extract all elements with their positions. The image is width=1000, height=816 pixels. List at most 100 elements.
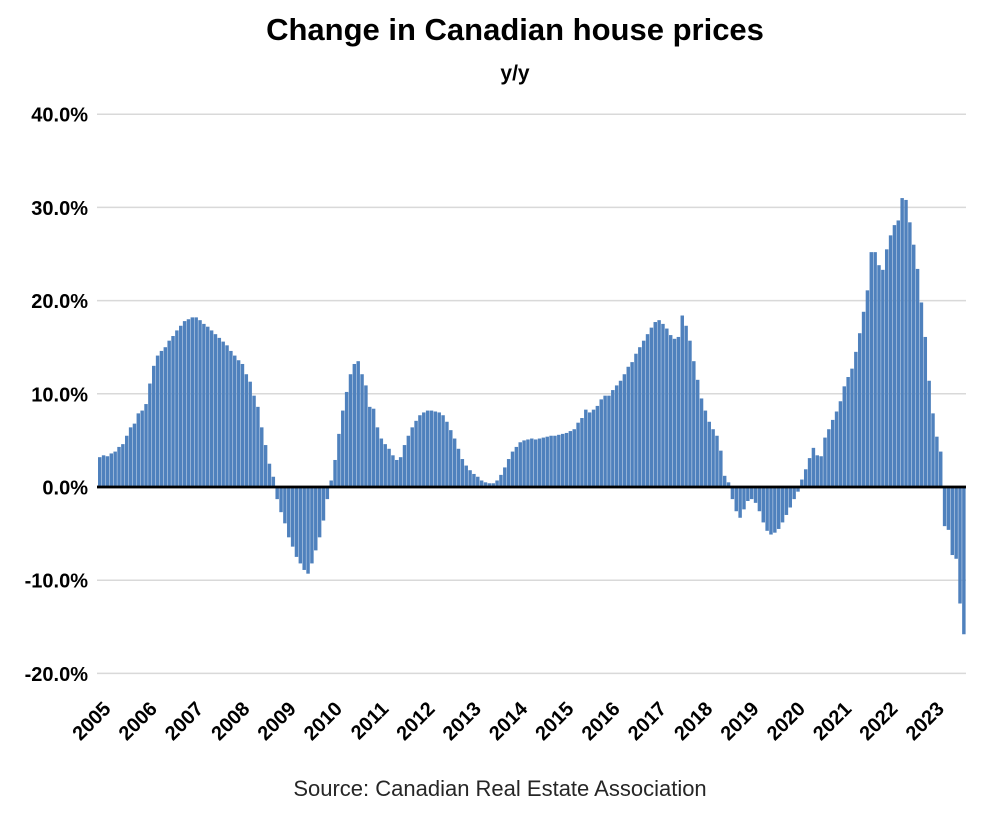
bar xyxy=(337,433,341,487)
bar xyxy=(125,435,129,487)
zero-axis-line xyxy=(97,485,966,489)
bar xyxy=(676,336,681,487)
bar xyxy=(537,438,542,487)
bar xyxy=(221,341,225,487)
bar xyxy=(483,482,488,487)
bar xyxy=(803,469,808,487)
bar xyxy=(263,445,268,487)
bar xyxy=(711,429,715,487)
bar xyxy=(923,336,928,487)
bar xyxy=(560,433,565,487)
x-axis-tick-label: 2017 xyxy=(624,698,671,745)
bar xyxy=(857,333,862,487)
bar xyxy=(931,413,935,487)
bar xyxy=(395,459,399,487)
bar xyxy=(692,361,696,487)
bar xyxy=(402,445,407,487)
bar xyxy=(757,487,762,512)
bar xyxy=(807,458,812,487)
bar xyxy=(275,487,279,500)
bar xyxy=(101,455,106,487)
bar xyxy=(695,379,700,487)
bar xyxy=(611,390,615,487)
bar xyxy=(341,410,345,487)
bar xyxy=(449,430,453,487)
x-axis-tick-label: 2022 xyxy=(855,698,902,745)
bar xyxy=(688,340,692,487)
bar xyxy=(726,482,731,487)
y-axis-tick-label: 30.0% xyxy=(31,198,88,220)
bar xyxy=(468,470,472,487)
bar xyxy=(557,434,561,487)
bar xyxy=(406,435,411,487)
bar xyxy=(954,487,958,559)
bar xyxy=(753,487,758,503)
bar xyxy=(591,409,596,487)
bar xyxy=(715,435,719,487)
bar xyxy=(302,487,306,570)
bar xyxy=(796,487,800,492)
x-axis-tick-label: 2005 xyxy=(68,698,115,745)
source-caption: Source: Canadian Real Estate Association xyxy=(293,776,707,801)
bar xyxy=(437,412,441,487)
bar xyxy=(684,325,688,487)
bar xyxy=(352,363,357,487)
bar xyxy=(360,374,364,487)
bar xyxy=(761,487,765,523)
bar xyxy=(152,365,156,487)
bar xyxy=(599,399,603,487)
bar xyxy=(510,451,515,487)
x-axis-tick-label: 2010 xyxy=(300,698,347,745)
bar xyxy=(487,483,492,487)
x-axis-tick-label: 2023 xyxy=(902,698,949,745)
bar xyxy=(229,350,233,487)
bar xyxy=(792,487,796,500)
y-axis-tick-label: 40.0% xyxy=(31,105,88,127)
bar xyxy=(533,439,538,487)
bar xyxy=(144,404,148,487)
bar xyxy=(568,431,573,487)
bar xyxy=(333,459,337,487)
bar xyxy=(290,487,295,547)
bar xyxy=(657,320,661,487)
bar xyxy=(479,480,484,487)
bar xyxy=(942,487,947,527)
x-axis-tick-label: 2008 xyxy=(207,698,254,745)
bar xyxy=(186,319,191,487)
bar xyxy=(815,455,820,487)
bar xyxy=(776,487,781,529)
bar xyxy=(823,437,827,487)
bar xyxy=(364,385,368,487)
bar xyxy=(734,487,738,512)
bar xyxy=(522,440,526,487)
bar xyxy=(445,421,449,487)
bar xyxy=(429,410,434,487)
bar xyxy=(518,442,522,487)
bar xyxy=(649,327,654,487)
bar xyxy=(256,406,260,487)
bar xyxy=(576,422,580,487)
bar xyxy=(252,395,256,487)
y-axis-tick-label: 0.0% xyxy=(42,478,88,500)
bar xyxy=(244,374,249,487)
bar xyxy=(819,456,823,487)
bar xyxy=(884,249,889,487)
bar xyxy=(175,330,179,487)
bar xyxy=(105,456,110,487)
bar xyxy=(719,450,723,487)
bar xyxy=(626,366,630,487)
bar xyxy=(375,427,380,487)
y-axis-tick-label: 20.0% xyxy=(31,291,88,313)
bar xyxy=(140,410,144,487)
bar xyxy=(707,421,711,487)
bar xyxy=(398,457,403,487)
bar xyxy=(703,410,708,487)
bar xyxy=(665,328,669,487)
bar xyxy=(117,446,121,487)
bar xyxy=(495,480,499,487)
x-axis-tick-label: 2015 xyxy=(531,698,578,745)
x-axis-tick-label: 2020 xyxy=(763,698,810,745)
bar xyxy=(888,235,893,487)
bar xyxy=(962,487,966,635)
bar xyxy=(800,479,804,487)
